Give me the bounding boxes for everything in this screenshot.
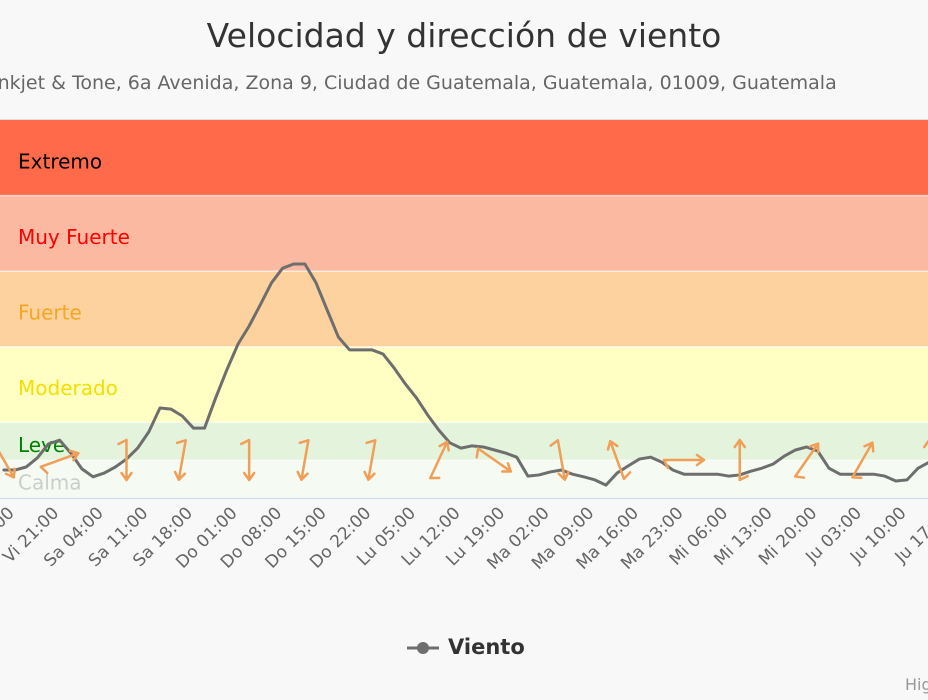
plot-band-label: Calma xyxy=(18,471,82,495)
wind-barb-arrow xyxy=(923,439,928,449)
wind-barb xyxy=(851,441,875,480)
credits: Highcharts.com xyxy=(905,675,928,694)
plot-band xyxy=(0,346,928,423)
plot-band xyxy=(0,195,928,272)
wind-barb xyxy=(475,447,513,473)
legend: Viento xyxy=(407,635,525,659)
legend-label: Viento xyxy=(448,635,525,659)
wind-barb xyxy=(117,438,133,482)
wind-barb xyxy=(923,439,928,449)
wind-barb-arrow xyxy=(39,449,80,475)
wind-barb xyxy=(296,439,310,481)
wind-barb-arrow xyxy=(733,438,749,482)
wind-barb-arrow xyxy=(606,439,632,481)
legend-marker xyxy=(417,642,429,654)
wind-barb xyxy=(363,439,377,481)
wind-barb xyxy=(0,441,16,479)
plot-band xyxy=(0,460,928,498)
chart-subtitle: Inkjet & Tone, 6a Avenida, Zona 9, Ciuda… xyxy=(0,72,837,94)
plot-band-label: Fuerte xyxy=(18,301,82,325)
plot-band-label: Extremo xyxy=(18,149,102,173)
plot-band-label: Moderado xyxy=(18,376,118,400)
wind-barb-arrow xyxy=(475,447,513,473)
wind-barb xyxy=(173,439,187,481)
wind-barb xyxy=(733,438,749,482)
wind-barb-arrow xyxy=(662,453,706,470)
wind-barb-arrow xyxy=(0,441,16,479)
wind-barb-arrow xyxy=(793,442,820,479)
plot-band xyxy=(0,271,928,347)
plot-band-label: Muy Fuerte xyxy=(18,225,130,249)
wind-barb xyxy=(662,453,706,470)
wind-barb-arrow xyxy=(851,441,875,480)
wind-barb-arrow xyxy=(173,439,187,481)
wind-barb-arrow xyxy=(549,439,570,481)
wind-barb xyxy=(239,438,256,482)
wind-barb xyxy=(39,449,80,475)
wind-barb-arrow xyxy=(428,440,450,480)
wind-barb-arrow xyxy=(239,438,256,482)
wind-barb xyxy=(793,442,820,479)
plot-band xyxy=(0,422,928,461)
line-series xyxy=(2,262,928,487)
wind-barb-arrow xyxy=(117,438,133,482)
wind-barb xyxy=(549,439,570,481)
wind-barb-arrow xyxy=(363,439,377,481)
wind-barb-arrow xyxy=(296,439,310,481)
wind-barb xyxy=(428,440,450,480)
plot-band xyxy=(0,120,928,196)
wind-barb xyxy=(606,439,632,481)
chart-title: Velocidad y dirección de viento xyxy=(207,16,722,55)
plot-area xyxy=(0,262,928,487)
